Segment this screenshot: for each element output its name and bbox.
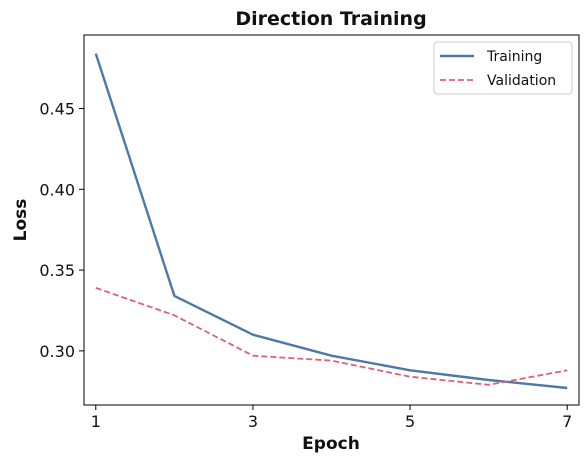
x-axis: 1 3 5 7 bbox=[91, 405, 572, 431]
plot-area bbox=[83, 34, 580, 406]
y-tick-label: 0.30 bbox=[39, 342, 75, 361]
x-tick-label: 5 bbox=[405, 412, 415, 431]
x-tick-label: 7 bbox=[562, 412, 572, 431]
legend-label-validation: Validation bbox=[487, 73, 556, 89]
y-tick-label: 0.40 bbox=[39, 180, 75, 199]
x-tick-label: 3 bbox=[248, 412, 258, 431]
y-axis-label: Loss bbox=[11, 199, 31, 242]
x-axis-label: Epoch bbox=[302, 434, 360, 454]
legend-label-training: Training bbox=[486, 49, 542, 65]
y-axis: 0.30 0.35 0.40 0.45 bbox=[39, 100, 84, 361]
y-tick-label: 0.45 bbox=[39, 100, 75, 119]
y-tick-label: 0.35 bbox=[39, 261, 75, 280]
series-line-validation bbox=[95, 287, 568, 386]
legend: Training Validation bbox=[433, 41, 573, 95]
x-tick-label: 1 bbox=[91, 412, 101, 431]
chart-title: Direction Training bbox=[235, 8, 426, 30]
series-lines bbox=[94, 53, 568, 390]
series-line-training bbox=[94, 53, 568, 390]
